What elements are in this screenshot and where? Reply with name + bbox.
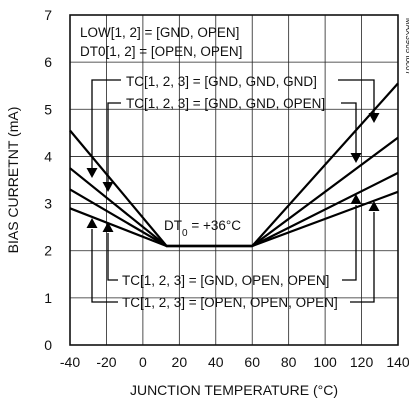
arrow-left-series-1 (86, 168, 98, 178)
arrow-left-series-3 (102, 222, 114, 232)
series-label-open-open-open: TC[1, 2, 3] = [OPEN, OPEN, OPEN] (122, 295, 338, 310)
series-label-gnd-gnd-open: TC[1, 2, 3] = [GND, GND, OPEN] (126, 96, 325, 111)
y-tick-label: 0 (44, 337, 52, 353)
x-tick-label: 80 (281, 354, 297, 370)
figure-id: MAX3905 toc07 (404, 18, 409, 75)
y-tick-label: 4 (44, 148, 52, 164)
grid (70, 15, 398, 345)
condition-low: LOW[1, 2] = [GND, OPEN] (80, 25, 239, 40)
x-tick-label: 120 (350, 354, 374, 370)
leader-left-series-3 (107, 233, 118, 281)
leader-left-series-4 (91, 229, 118, 303)
leader-right-series-4 (350, 212, 375, 303)
series-label-gnd-open-open: TC[1, 2, 3] = [GND, OPEN, OPEN] (122, 273, 329, 288)
x-tick-label: 40 (208, 354, 224, 370)
x-tick-label: -20 (96, 354, 116, 370)
dt0-suffix: = +36°C (188, 218, 242, 233)
arrow-right-series-1 (368, 113, 380, 123)
arrow-right-series-4 (368, 201, 380, 211)
condition-dt0: DT0[1, 2] = [OPEN, OPEN] (80, 44, 242, 59)
y-tick-label: 2 (44, 243, 52, 259)
y-tick-label: 1 (44, 290, 52, 306)
x-tick-label: 60 (244, 354, 260, 370)
y-tick-label: 7 (44, 7, 52, 23)
x-tick-label: 20 (172, 354, 188, 370)
series-label-gnd-gnd-gnd: TC[1, 2, 3] = [GND, GND, GND] (126, 74, 317, 89)
series-lines (69, 82, 399, 248)
plot-frame (69, 14, 399, 346)
dt0-annotation: DT0 = +36°C (164, 218, 241, 239)
leader-right-series-1 (338, 79, 375, 115)
leader-right-series-3 (342, 205, 357, 281)
y-axis-label: BIAS CURREТNT (mA) (5, 107, 21, 254)
x-tick-label: 100 (313, 354, 337, 370)
tick-labels: -40 -20 0 20 40 60 80 100 120 140 0 1 2 3 4 5 6 7 (44, 7, 409, 370)
dt0-subscript: 0 (182, 228, 188, 239)
arrow-right-series-3 (350, 194, 362, 204)
leader-left-series-2 (107, 102, 121, 184)
series-line-4 (69, 190, 399, 248)
leader-right-series-2 (341, 102, 357, 155)
y-tick-label: 6 (44, 54, 52, 70)
y-tick-label: 5 (44, 101, 52, 117)
x-axis-label: JUNCTION TEMPERATURE (°C) (130, 382, 338, 398)
arrow-left-series-2 (102, 182, 114, 192)
leader-left-series-1 (91, 79, 121, 170)
dt0-prefix: DT (164, 218, 182, 233)
annotations (86, 79, 380, 303)
x-tick-label: -40 (60, 354, 80, 370)
arrow-left-series-4 (86, 218, 98, 228)
arrow-right-series-2 (350, 153, 362, 163)
x-tick-label: 140 (386, 354, 409, 370)
x-tick-label: 0 (139, 354, 147, 370)
y-tick-label: 3 (44, 196, 52, 212)
